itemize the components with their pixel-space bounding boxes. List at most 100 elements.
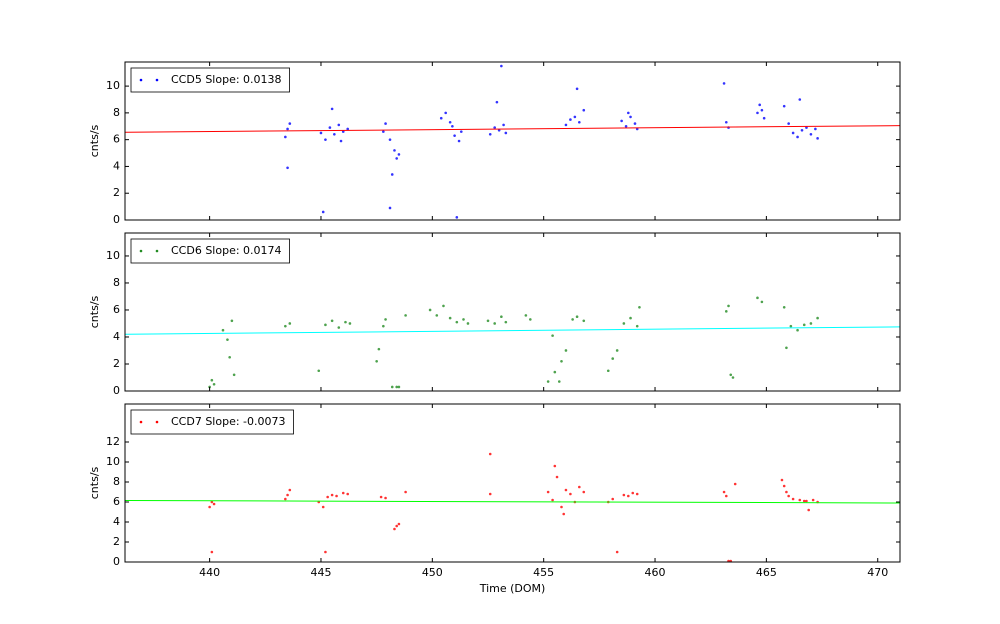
data-point — [317, 369, 321, 373]
data-point — [466, 322, 470, 325]
data-point — [348, 322, 352, 325]
data-point — [722, 82, 726, 85]
y-tick-label: 10 — [106, 455, 120, 468]
data-point — [627, 111, 630, 115]
data-point — [722, 490, 726, 494]
data-point — [379, 495, 383, 499]
data-point — [210, 378, 214, 382]
data-point — [284, 135, 287, 139]
y-tick-label: 2 — [113, 357, 120, 370]
data-point — [564, 123, 568, 127]
legend-label: CCD6 Slope: 0.0174 — [171, 244, 282, 257]
x-axis-label: Time (DOM) — [479, 582, 546, 595]
data-point — [622, 322, 626, 325]
data-point — [341, 130, 345, 133]
x-tick-label: 450 — [422, 566, 443, 579]
data-point — [448, 316, 452, 320]
data-point — [627, 494, 630, 498]
data-point — [796, 328, 799, 332]
data-point — [524, 314, 528, 317]
data-point — [578, 485, 581, 489]
data-point — [582, 490, 586, 494]
data-point — [397, 385, 401, 389]
data-point — [495, 100, 499, 104]
data-point — [397, 522, 401, 526]
data-point — [404, 490, 407, 494]
data-point — [488, 133, 492, 136]
data-point — [497, 128, 501, 132]
data-point — [791, 497, 795, 501]
y-tick-label: 10 — [106, 79, 120, 92]
data-point — [611, 357, 615, 360]
y-tick-label: 8 — [113, 276, 120, 289]
data-point — [629, 316, 632, 320]
data-point — [782, 305, 786, 309]
y-tick-label: 6 — [113, 303, 120, 316]
y-tick-label: 2 — [113, 535, 120, 548]
data-point — [284, 497, 287, 501]
data-point — [571, 318, 574, 321]
data-point — [462, 318, 465, 321]
data-point — [802, 499, 806, 503]
data-point — [390, 385, 394, 389]
legend-marker — [155, 249, 159, 253]
data-point — [228, 355, 231, 359]
data-point — [557, 380, 561, 383]
data-point — [606, 369, 610, 373]
data-point — [791, 131, 795, 135]
data-point — [731, 376, 735, 379]
data-point — [782, 104, 786, 108]
data-point — [798, 498, 802, 502]
data-point — [321, 505, 325, 509]
data-point — [324, 550, 327, 554]
data-point — [789, 324, 793, 328]
y-axis-label: cnts/s — [88, 295, 101, 328]
data-point — [816, 316, 819, 320]
data-point — [453, 134, 456, 137]
data-point — [230, 319, 234, 323]
data-point — [569, 118, 572, 121]
data-point — [805, 499, 808, 503]
data-point — [564, 349, 568, 352]
data-point — [622, 493, 626, 497]
data-point — [551, 498, 554, 502]
data-point — [620, 119, 623, 123]
legend-label: CCD5 Slope: 0.0138 — [171, 73, 282, 86]
data-point — [760, 300, 764, 304]
data-point — [500, 315, 503, 319]
x-tick-label: 455 — [533, 566, 554, 579]
data-point — [729, 373, 733, 377]
data-point — [504, 320, 508, 324]
data-point — [346, 127, 350, 131]
x-tick-label: 460 — [645, 566, 666, 579]
data-point — [724, 494, 728, 498]
data-point — [284, 324, 287, 328]
data-point — [330, 107, 334, 111]
data-point — [210, 500, 214, 504]
y-tick-label: 10 — [106, 249, 120, 262]
data-point — [459, 130, 463, 133]
x-tick-label: 445 — [310, 566, 331, 579]
y-tick-label: 4 — [113, 515, 120, 528]
data-point — [551, 334, 554, 337]
data-point — [611, 497, 615, 501]
data-point — [286, 166, 289, 170]
fit-line — [125, 125, 900, 133]
data-point — [758, 103, 761, 107]
fit-line — [125, 326, 900, 335]
data-point — [377, 347, 381, 351]
data-point — [724, 310, 728, 313]
data-point — [635, 324, 639, 328]
data-point — [486, 319, 490, 323]
data-point — [727, 304, 730, 308]
data-point — [811, 498, 815, 502]
data-point — [212, 382, 216, 386]
data-point — [615, 349, 619, 352]
data-point — [638, 305, 641, 309]
data-point — [805, 126, 808, 129]
data-point — [384, 496, 387, 500]
data-point — [553, 370, 557, 374]
y-tick-label: 4 — [113, 330, 120, 343]
legend-label: CCD7 Slope: -0.0073 — [171, 415, 286, 428]
